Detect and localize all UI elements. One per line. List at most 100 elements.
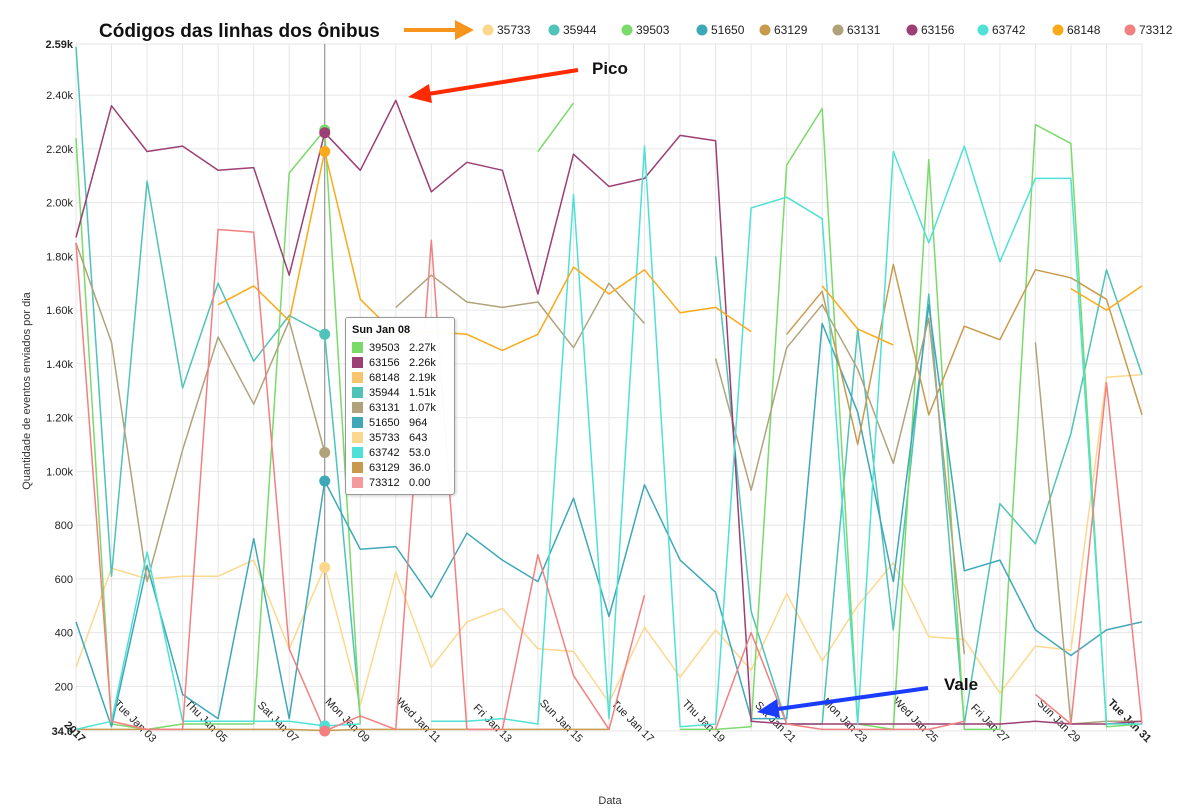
y-tick-label: 2.20k: [46, 144, 73, 156]
x-tick-label: Mon Jan 09: [322, 696, 371, 745]
y-tick-label: 1.40k: [46, 359, 73, 371]
tooltip-series-name: 68148: [369, 371, 400, 384]
y-tick-label: 2.00k: [46, 198, 73, 210]
series-line-51650: [75, 303, 1143, 728]
legend-swatch: [548, 24, 560, 36]
legend-label: 35944: [563, 23, 597, 37]
legend-swatch: [482, 24, 494, 36]
tooltip-row: 63742 53.0: [352, 445, 448, 460]
y-tick-label: 600: [55, 574, 73, 586]
tooltip-series-value: 1.51k: [409, 386, 436, 399]
tooltip-series-value: 36.0: [409, 461, 431, 474]
y-tick-label: 400: [55, 628, 73, 640]
tooltip-row: 68148 2.19k: [352, 370, 448, 385]
legend-item-63131[interactable]: 63131: [832, 23, 881, 37]
tooltip-series-value: 0.00: [409, 476, 431, 489]
hover-marker-51650: [319, 475, 331, 487]
tooltip-series-name: 63129: [369, 461, 400, 474]
x-tick-label: Thu Jan 19: [680, 698, 727, 745]
series-line-35733: [75, 373, 1143, 706]
legend-item-39503[interactable]: 39503: [621, 23, 670, 37]
tooltip-row: 35944 1.51k: [352, 385, 448, 400]
peak-annotation: Pico: [592, 59, 628, 78]
tooltip-series-name: 51650: [369, 416, 400, 429]
legend-item-35733[interactable]: 35733: [482, 23, 531, 37]
legend-swatch: [1052, 24, 1064, 36]
y-axis-ticks: 34.0 200 400 600 800 1.00k 1.20k 1.40k 1.60k 1.80…: [45, 39, 73, 738]
legend-item-35944[interactable]: 35944: [548, 23, 597, 37]
hover-marker-35944: [319, 328, 331, 340]
tooltip-swatch: [352, 462, 363, 473]
hover-marker-63131: [319, 447, 331, 459]
legend-swatch: [621, 24, 633, 36]
hover-tooltip: Sun Jan 08 39503 2.27k 63156 2.26k 68148 2.19…: [345, 317, 455, 495]
y-axis-title: Quantidade de eventos enviados por dia: [21, 291, 33, 489]
legend-swatch: [759, 24, 771, 36]
legend-swatch: [1124, 24, 1136, 36]
legend-label: 73312: [1139, 23, 1173, 37]
tooltip-row: 73312 0.00: [352, 475, 448, 490]
legend-swatch: [977, 24, 989, 36]
x-tick-label: Wed Jan 25: [890, 695, 940, 745]
legend-label: 39503: [636, 23, 670, 37]
y-tick-label: 2.40k: [46, 90, 73, 102]
hover-marker-73312: [319, 725, 331, 737]
legend-header-arrow: [404, 20, 474, 40]
legend-item-63129[interactable]: 63129: [759, 23, 808, 37]
legend-label: 63742: [992, 23, 1026, 37]
tooltip-series-value: 53.0: [409, 446, 431, 459]
valley-annotation: Vale: [944, 675, 978, 694]
y-tick-label: 1.60k: [46, 305, 73, 317]
tooltip-swatch: [352, 447, 363, 458]
hover-marker-63156: [319, 127, 331, 139]
tooltip-swatch: [352, 372, 363, 383]
legend-item-63156[interactable]: 63156: [906, 23, 955, 37]
legend-swatch: [906, 24, 918, 36]
series-lines: [75, 46, 1143, 732]
valley-arrow: [757, 686, 929, 718]
tooltip-series-name: 63742: [369, 446, 400, 459]
tooltip-row: 35733 643: [352, 430, 448, 445]
tooltip-rows: 39503 2.27k 63156 2.26k 68148 2.19k 35944 1.51k…: [352, 340, 448, 490]
legend-item-51650[interactable]: 51650: [696, 23, 745, 37]
legend-item-63742[interactable]: 63742: [977, 23, 1026, 37]
legend-swatch: [696, 24, 708, 36]
tooltip-date: Sun Jan 08: [352, 324, 411, 336]
tooltip-series-name: 63131: [369, 401, 400, 414]
tooltip-swatch: [352, 477, 363, 488]
tooltip-series-value: 2.19k: [409, 371, 436, 384]
series-line-63742: [75, 145, 1142, 731]
tooltip-series-name: 63156: [369, 356, 400, 369]
legend-item-73312[interactable]: 73312: [1124, 23, 1173, 37]
hover-marker-68148: [319, 146, 331, 158]
tooltip-swatch: [352, 402, 363, 413]
tooltip-row: 63156 2.26k: [352, 355, 448, 370]
y-tick-label: 2.59k: [45, 39, 73, 51]
series-line-68148: [217, 150, 1143, 352]
hover-marker-35733: [319, 561, 331, 573]
tooltip-series-name: 35733: [369, 431, 400, 444]
tooltip-swatch: [352, 357, 363, 368]
y-tick-label: 200: [55, 681, 73, 693]
legend-item-68148[interactable]: 68148: [1052, 23, 1101, 37]
y-tick-label: 1.20k: [46, 413, 73, 425]
y-tick-label: 1.80k: [46, 251, 73, 263]
x-tick-label: Tue Jan 03: [111, 698, 158, 745]
tooltip-swatch: [352, 342, 363, 353]
tooltip-swatch: [352, 417, 363, 428]
legend-label: 63131: [847, 23, 881, 37]
legend-label: 63129: [774, 23, 808, 37]
tooltip-swatch: [352, 387, 363, 398]
x-tick-label: Wed Jan 11: [393, 696, 442, 745]
peak-arrow: [408, 68, 579, 103]
series-line-73312: [75, 228, 1143, 732]
tooltip-series-value: 643: [409, 431, 428, 444]
tooltip-series-name: 39503: [369, 341, 400, 354]
legend-swatch: [832, 24, 844, 36]
legend-label: 68148: [1067, 23, 1101, 37]
tooltip-row: 51650 964: [352, 415, 448, 430]
tooltip-row: 39503 2.27k: [352, 340, 448, 355]
legend-header-title: Códigos das linhas dos ônibus: [99, 21, 380, 42]
tooltip-series-value: 1.07k: [409, 401, 436, 414]
